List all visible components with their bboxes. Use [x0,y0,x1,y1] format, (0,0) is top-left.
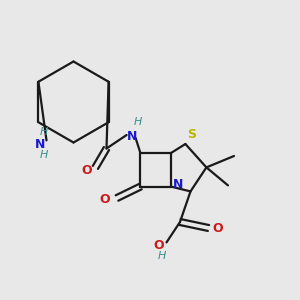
Text: O: O [99,193,110,206]
Text: O: O [81,164,92,177]
Text: H: H [134,117,142,127]
Text: N: N [35,137,46,151]
Text: O: O [154,239,164,252]
Text: O: O [212,221,223,235]
Text: S: S [188,128,196,142]
Text: H: H [39,127,48,137]
Text: H: H [157,251,166,261]
Text: H: H [39,150,48,161]
Text: N: N [172,178,183,191]
Text: N: N [127,130,137,143]
